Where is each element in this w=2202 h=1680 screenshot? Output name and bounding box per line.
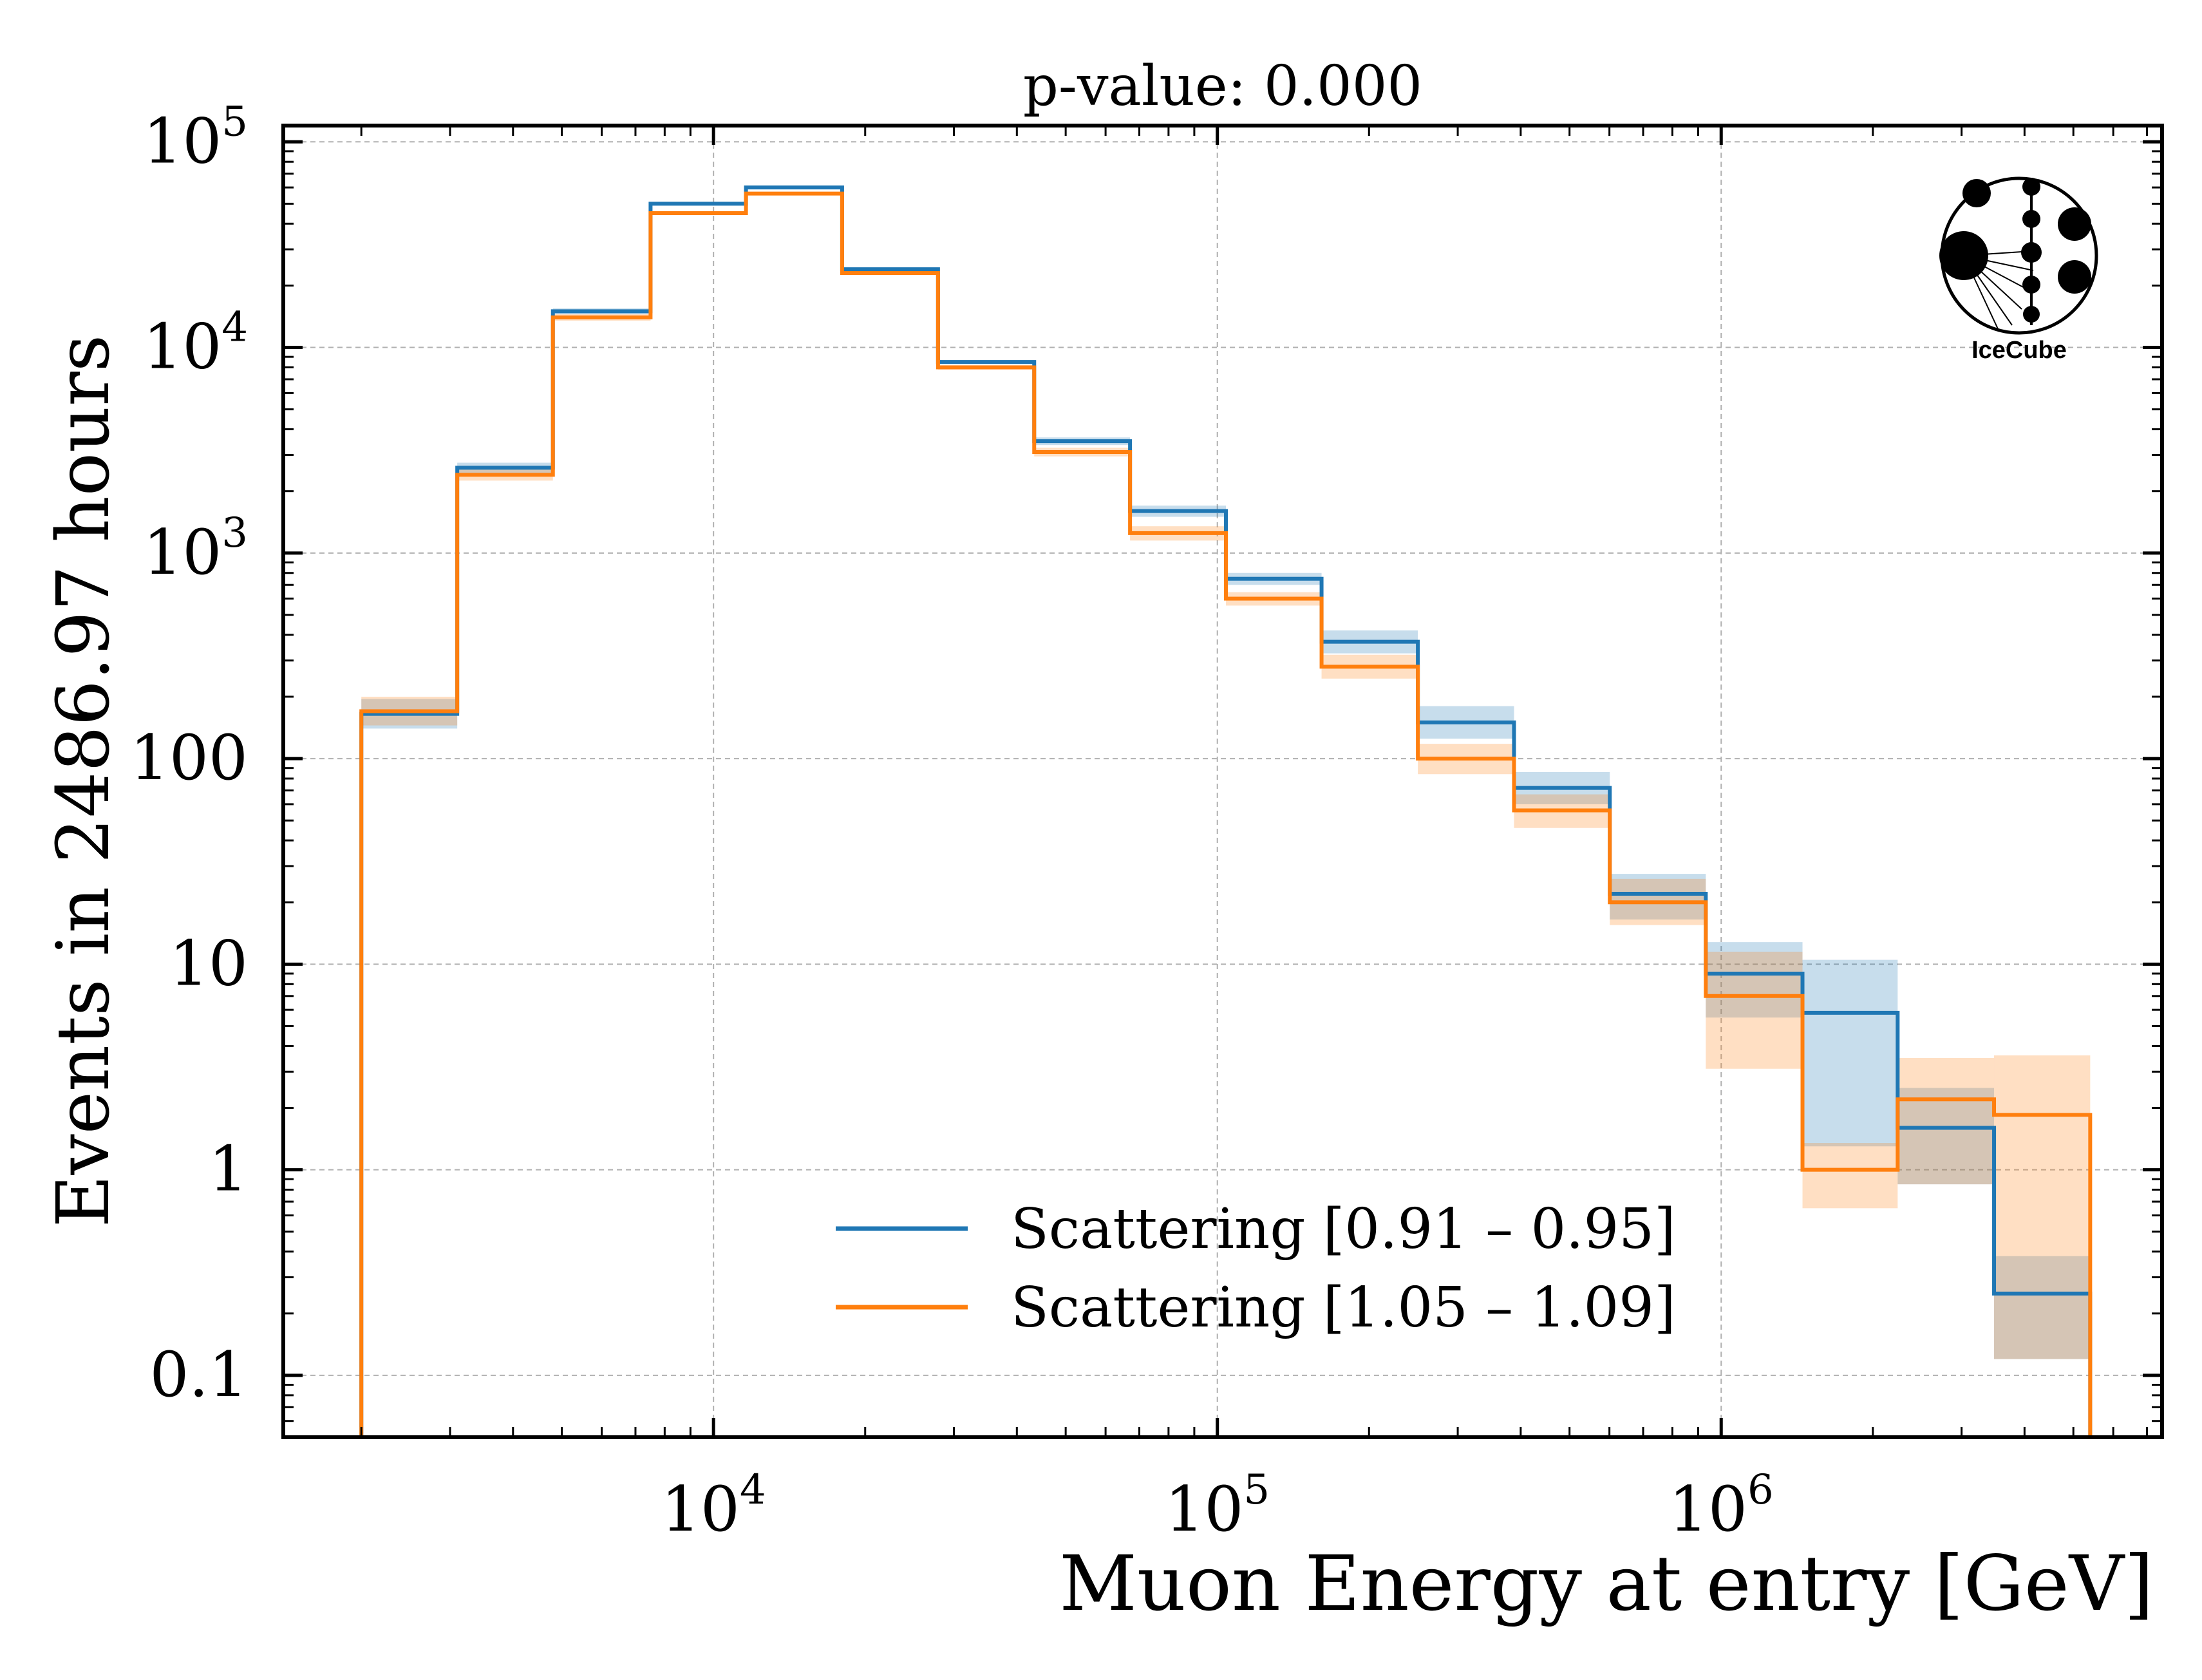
series-lines — [359, 185, 2093, 1437]
error-band-series-1 — [1994, 1256, 2091, 1359]
error-band-series-2 — [1706, 951, 1803, 1069]
y-tick-label: 105 — [143, 98, 248, 177]
legend: Scattering [0.91 – 0.95] Scattering [1.0… — [836, 1197, 1676, 1340]
y-tick-label: 10 — [169, 927, 248, 999]
error-band-series-2 — [1802, 1143, 1898, 1209]
error-band-series-2 — [1897, 1057, 1995, 1185]
error-band-series-1 — [1610, 874, 1706, 920]
logo-text: IceCube — [1971, 337, 2067, 364]
y-tick-label: 1 — [209, 1133, 248, 1205]
x-axis-label: Muon Energy at entry [GeV] — [1059, 1539, 2154, 1628]
y-tick-label: 0.1 — [149, 1339, 248, 1411]
x-tick-label: 104 — [661, 1466, 766, 1545]
chart-title: p-value: 0.000 — [1023, 54, 1422, 118]
y-tick-label: 104 — [143, 304, 248, 383]
error-band-series-1 — [1897, 1088, 1995, 1185]
x-tick-label: 106 — [1669, 1466, 1774, 1545]
legend-label-series-2: Scattering [1.05 – 1.09] — [1011, 1276, 1676, 1340]
plot-frame — [281, 124, 2164, 1439]
icecube-logo: IceCube — [1939, 176, 2098, 364]
error-band-series-1 — [1706, 942, 1803, 1018]
error-band-series-1 — [1802, 959, 1898, 1147]
step-line-series-2 — [359, 191, 2093, 1437]
x-tick-label: 105 — [1165, 1466, 1270, 1545]
y-tick-label: 100 — [130, 722, 248, 794]
grid-lines — [283, 126, 2162, 1437]
legend-label-series-1: Scattering [0.91 – 0.95] — [1011, 1197, 1676, 1261]
tick-labels: 104 105 106 0.1 1 10 100 103 104 105 — [130, 98, 1774, 1545]
logo-dots — [1939, 178, 2091, 323]
error-band-series-2 — [1994, 1055, 2091, 1359]
y-axis-label: Events in 2486.97 hours — [42, 335, 126, 1228]
y-tick-label: 103 — [143, 509, 248, 589]
